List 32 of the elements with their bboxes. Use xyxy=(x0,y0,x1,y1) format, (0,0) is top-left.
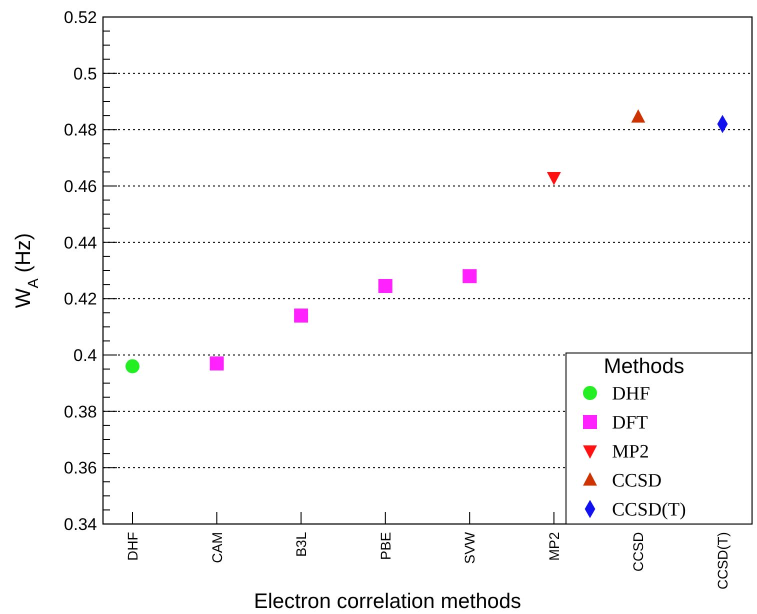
x-tick-label: MP2 xyxy=(546,532,562,561)
y-tick-label: 0.38 xyxy=(64,402,97,422)
x-tick-label: PBE xyxy=(377,532,394,560)
x-tick-label: SVW xyxy=(462,531,478,564)
y-tick-label: 0.52 xyxy=(64,8,97,27)
y-tick-label: 0.46 xyxy=(64,176,97,196)
x-tick-label: B3L xyxy=(293,532,310,557)
y-tick-label: 0.48 xyxy=(64,120,97,140)
y-tick-label: 0.4 xyxy=(73,346,97,365)
x-tick-label: CAM xyxy=(208,532,225,564)
point xyxy=(546,172,561,186)
point xyxy=(126,359,140,374)
point xyxy=(210,356,224,370)
point xyxy=(462,269,477,284)
legend-label: DFT xyxy=(612,412,648,434)
legend-label: CCSD xyxy=(612,470,662,492)
y-tick-label: 0.42 xyxy=(64,290,97,309)
point xyxy=(378,278,392,293)
y-tick-label: 0.36 xyxy=(64,458,97,478)
x-axis-title: Electron correlation methods xyxy=(254,590,522,613)
legend-label: CCSD(T) xyxy=(612,500,686,521)
point xyxy=(631,109,646,123)
y-tick-label: 0.5 xyxy=(73,64,97,84)
y-tick-label: 0.34 xyxy=(64,514,97,534)
x-tick-label: CCSD xyxy=(630,532,646,572)
x-tick-label: DHF xyxy=(124,532,140,561)
legend-label: MP2 xyxy=(612,442,649,463)
legend-label: DHF xyxy=(612,384,650,405)
point xyxy=(294,308,308,323)
legend-title: Methods xyxy=(604,355,684,378)
y-tick-label: 0.44 xyxy=(64,233,97,252)
x-tick-label: CCSD(T) xyxy=(714,532,730,590)
